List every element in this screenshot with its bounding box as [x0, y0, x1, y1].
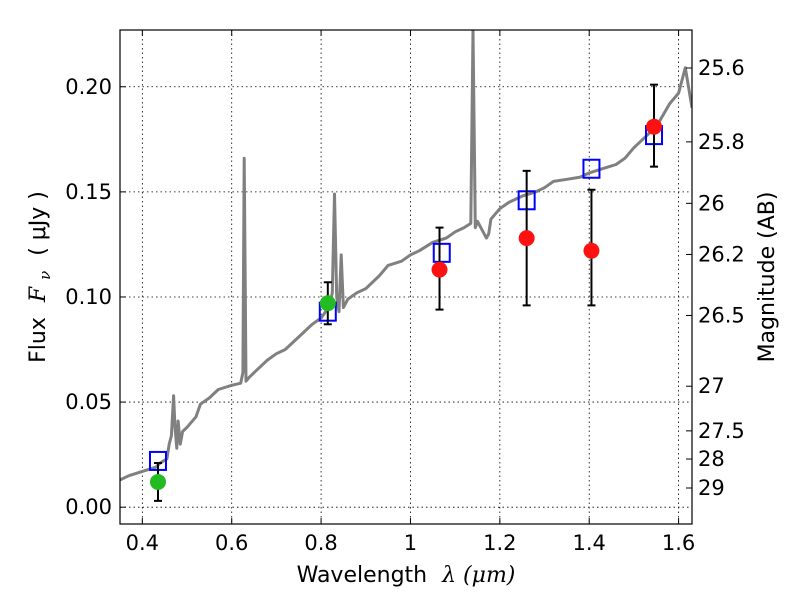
y-tick-label: 0.10	[65, 285, 112, 309]
magnitude-tick-label: 27	[698, 374, 725, 398]
plot-frame	[119, 29, 693, 525]
observed-flux-point	[149, 473, 166, 490]
observed-flux-point	[431, 261, 448, 278]
model-photometry-square	[432, 242, 451, 263]
magnitude-tick-label: 26.2	[698, 242, 745, 266]
observed-flux-point	[319, 295, 336, 312]
x-tick-label: 1.6	[662, 531, 695, 555]
x-tick-label: 1.2	[483, 531, 516, 555]
plot-series	[120, 30, 692, 502]
ticks: 0.4 0.6 0.8 1 1.2 1.4 1.6 0.00 0.05 0.10 0.15 0.20 2…	[65, 30, 745, 555]
magnitude-tick-label: 29	[698, 476, 725, 500]
magnitude-tick-label: 25.8	[698, 130, 745, 154]
magnitude-tick-label: 26.5	[698, 303, 745, 327]
model-photometry-square	[582, 158, 601, 179]
magnitude-tick-label: 28	[698, 447, 725, 471]
observed-flux-point	[583, 242, 600, 259]
y-axis-label: Flux F ν ( μJy )	[26, 191, 56, 363]
x-tick-label: 0.4	[126, 531, 159, 555]
y-tick-label: 0.05	[65, 390, 112, 414]
observed-flux-point	[518, 230, 535, 247]
x-tick-label: 1.4	[573, 531, 606, 555]
magnitude-tick-label: 27.5	[698, 419, 745, 443]
y-tick-label: 0.00	[65, 495, 112, 519]
x-tick-label: 0.8	[304, 531, 337, 555]
magnitude-axis-label: Magnitude (AB)	[755, 192, 780, 363]
y-tick-label: 0.20	[65, 75, 112, 99]
model-spectrum-line	[120, 30, 692, 482]
x-axis-label: Wavelength λ (μm)	[297, 563, 516, 588]
y-tick-label: 0.15	[65, 180, 112, 204]
observed-flux-point	[646, 118, 663, 135]
x-tick-label: 1	[404, 531, 417, 555]
grid	[120, 30, 692, 524]
x-tick-label: 0.6	[215, 531, 248, 555]
magnitude-tick-label: 26	[698, 191, 725, 215]
magnitude-tick-label: 25.6	[698, 56, 745, 80]
